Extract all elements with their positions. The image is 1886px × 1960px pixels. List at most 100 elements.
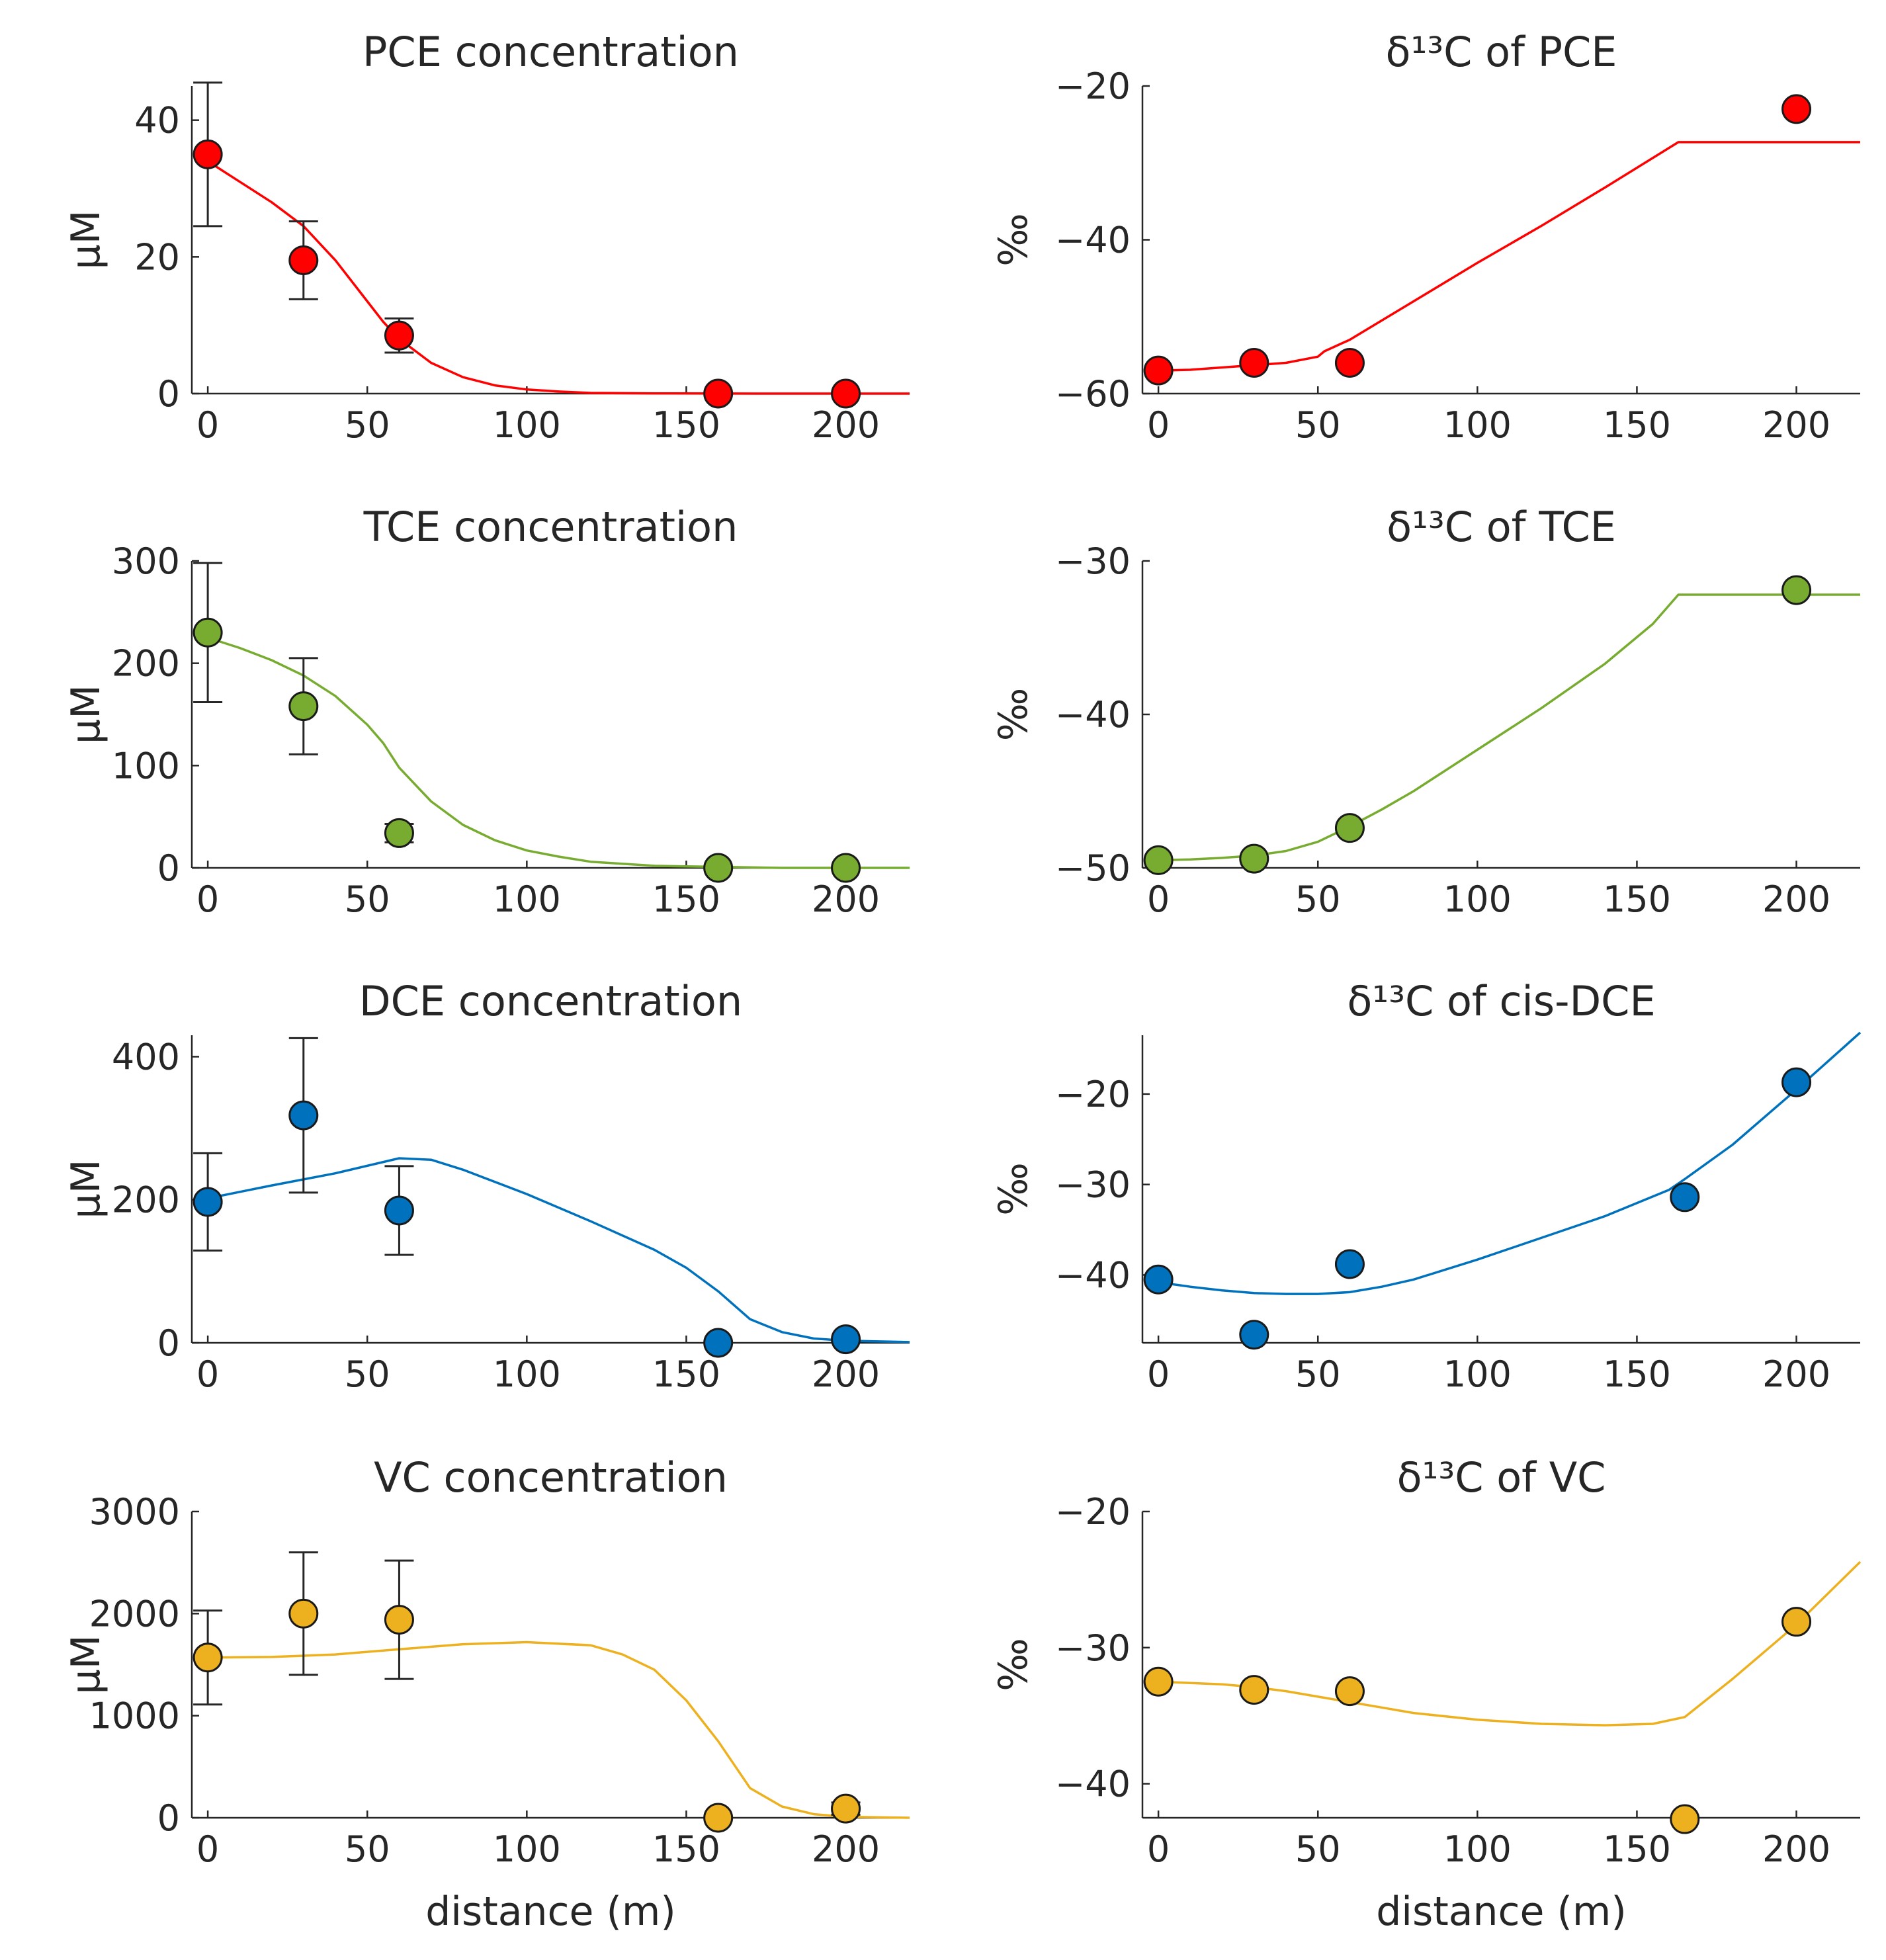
y-tick-label: −50 [1055, 847, 1131, 889]
y-axis-label: ‰ [990, 213, 1037, 267]
chart-panel-pce-conc: 0 50 100 150 200 0 20 40 PCE concentration μM [63, 28, 910, 446]
data-point [384, 1605, 414, 1635]
y-tick-label: 0 [157, 373, 180, 415]
y-tick-label: 2000 [89, 1593, 180, 1635]
chart-title: PCE concentration [363, 28, 739, 76]
data-point [831, 853, 861, 883]
model-line [1158, 141, 1860, 372]
x-tick-label: 100 [1443, 1828, 1512, 1870]
x-tick-label: 200 [812, 1828, 880, 1870]
x-tick-label: 200 [812, 1353, 880, 1395]
y-tick-label: 200 [112, 1179, 180, 1221]
chart-title: VC concentration [374, 1453, 728, 1502]
x-tick-label: 200 [1762, 404, 1830, 446]
data-point [1670, 1804, 1700, 1834]
data-point [1143, 355, 1174, 386]
x-axis-label: distance (m) [1376, 1889, 1627, 1935]
x-tick-label: 50 [1295, 404, 1341, 446]
x-tick-label: 0 [1147, 878, 1170, 920]
y-axis-label: μM [63, 210, 109, 270]
data-point [288, 245, 319, 275]
chart-title: δ¹³C of cis-DCE [1347, 977, 1655, 1025]
x-tick-label: 0 [196, 404, 219, 446]
y-tick-label: 0 [157, 1797, 180, 1839]
data-point [288, 691, 319, 722]
y-tick-label: −60 [1055, 373, 1131, 415]
data-point [1781, 1607, 1812, 1637]
data-point [193, 139, 223, 169]
data-point [1239, 843, 1269, 874]
data-point [1239, 1320, 1269, 1350]
x-tick-label: 150 [1603, 1828, 1671, 1870]
x-tick-label: 150 [1603, 878, 1671, 920]
x-tick-label: 150 [652, 404, 720, 446]
chart-panel-pce-d13c: 0 50 100 150 200 −60 −40 −20 δ¹³C of PCE ‰ [990, 28, 1860, 446]
x-tick-label: 100 [493, 1828, 561, 1870]
data-point [831, 1324, 861, 1355]
y-tick-label: 3000 [89, 1491, 180, 1533]
x-tick-label: 150 [1603, 1353, 1671, 1395]
x-tick-label: 200 [1762, 878, 1830, 920]
y-axis-label: ‰ [990, 1638, 1037, 1691]
y-tick-label: −40 [1055, 1254, 1131, 1296]
y-tick-label: 100 [112, 745, 180, 787]
model-line [207, 160, 910, 395]
x-tick-label: 50 [345, 404, 390, 446]
x-tick-label: 150 [1603, 404, 1671, 446]
x-tick-label: 50 [1295, 878, 1341, 920]
data-point [288, 1100, 319, 1130]
x-tick-label: 100 [493, 878, 561, 920]
x-tick-label: 0 [196, 1353, 219, 1395]
data-point [384, 818, 414, 848]
y-axis-label: μM [63, 1635, 109, 1695]
x-tick-label: 100 [1443, 404, 1512, 446]
data-point [1143, 1666, 1174, 1697]
data-point [703, 378, 734, 409]
y-axis-label: μM [63, 685, 109, 744]
x-tick-label: 0 [196, 878, 219, 920]
data-point [1781, 1067, 1812, 1097]
y-tick-label: −20 [1055, 1491, 1131, 1533]
y-tick-label: −30 [1055, 540, 1131, 582]
x-tick-label: 50 [1295, 1353, 1341, 1395]
model-line [207, 1157, 910, 1343]
y-tick-label: −40 [1055, 220, 1131, 261]
x-tick-label: 0 [1147, 404, 1170, 446]
x-tick-label: 100 [1443, 878, 1512, 920]
y-tick-label: −40 [1055, 694, 1131, 736]
y-tick-label: 0 [157, 847, 180, 889]
data-point [1334, 348, 1365, 378]
y-tick-label: 1000 [89, 1695, 180, 1737]
y-axis-label: ‰ [990, 688, 1037, 742]
data-point [1781, 575, 1812, 605]
data-point [1143, 845, 1174, 875]
data-point [1334, 1676, 1365, 1707]
chart-panel-dce-d13c: 0 50 100 150 200 −40 −30 −20 δ¹³C of cis-DCE ‰ [990, 977, 1862, 1395]
model-line [208, 1640, 910, 1819]
data-point [193, 617, 223, 648]
chart-panel-dce-conc: 0 50 100 150 200 0 200 400 DCE concentration μM [63, 977, 910, 1395]
x-tick-label: 200 [1762, 1828, 1830, 1870]
y-tick-label: −20 [1055, 1074, 1131, 1115]
x-tick-label: 200 [1762, 1353, 1830, 1395]
chart-title: δ¹³C of VC [1397, 1453, 1606, 1502]
x-tick-label: 50 [345, 878, 390, 920]
y-tick-label: 0 [157, 1322, 180, 1364]
y-tick-label: 20 [134, 236, 180, 278]
data-point [703, 853, 734, 883]
x-tick-label: 100 [493, 1353, 561, 1395]
chart-title: TCE concentration [363, 503, 738, 551]
y-tick-label: −20 [1055, 65, 1131, 107]
data-point [1239, 348, 1269, 378]
y-tick-label: 300 [112, 540, 180, 582]
data-point [193, 1187, 223, 1217]
data-point [1143, 1264, 1174, 1295]
x-tick-label: 100 [493, 404, 561, 446]
y-tick-label: −30 [1055, 1164, 1131, 1206]
x-tick-label: 100 [1443, 1353, 1512, 1395]
y-tick-label: −30 [1055, 1627, 1131, 1669]
data-point [703, 1803, 734, 1833]
chart-title: δ¹³C of PCE [1386, 28, 1617, 76]
model-line [207, 636, 910, 869]
